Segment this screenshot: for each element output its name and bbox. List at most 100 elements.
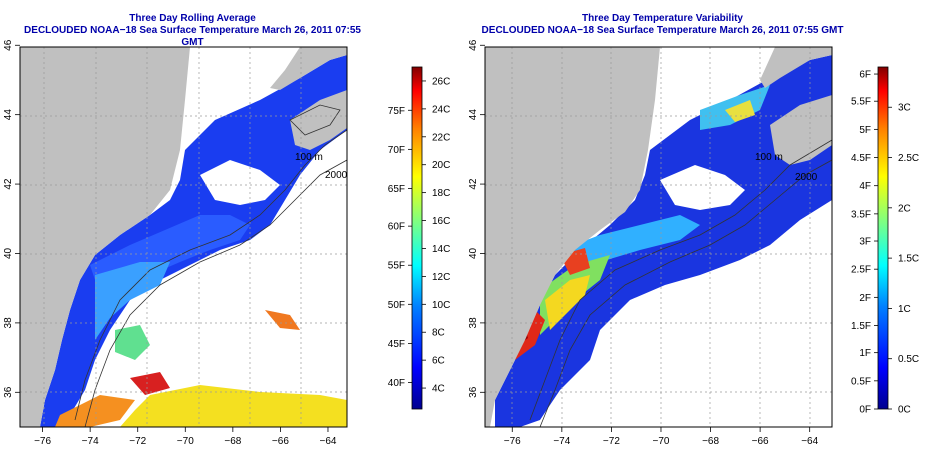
colorbar-celsius-label: 22C (432, 132, 450, 143)
y-tick-label: 38 (3, 317, 14, 329)
colorbar-celsius-label: 14C (432, 244, 450, 255)
y-tick-label: 40 (468, 247, 479, 259)
colorbar-fahrenheit-label: 70F (388, 145, 405, 156)
left-colorbar-ramp (411, 66, 423, 410)
colorbar-celsius-label: 10C (432, 300, 450, 311)
x-tick-label: −66 (752, 436, 769, 447)
x-tick-label: −72 (603, 436, 620, 447)
left-contour-shelf (74, 129, 347, 421)
colorbar-celsius-label: 1C (898, 304, 911, 315)
right-y-axis: 36 38 40 42 44 46 (468, 39, 485, 398)
right-map: 100 m 2000 −76 −74 −72 −70 −68 −66 −64 36 38 40 4… (468, 39, 833, 447)
x-tick-label: −70 (652, 436, 669, 447)
left-map-frame (19, 46, 348, 428)
right-colorbar: 3C 2.5C 2C 1.5C 1C 0.5C 0C 6F 5.5F 5F 4.5F 4F 3.5F 3… (851, 66, 919, 416)
right-contour-label-100m: 100 m (755, 152, 783, 163)
left-sst-yellow-patch (120, 385, 347, 427)
left-land-nova-scotia (270, 47, 347, 90)
colorbar-celsius-label: 18C (432, 188, 450, 199)
colorbar-fahrenheit-label: 4.5F (851, 153, 871, 164)
left-gulf-of-maine-nodata (200, 160, 280, 205)
left-map: 100 m 2000 −76 −74 −72 −70 −68 −66 −64 36 38 40 4… (3, 39, 348, 447)
x-tick-label: −64 (801, 436, 818, 447)
colorbar-celsius-label: 0C (898, 405, 911, 416)
colorbar-fahrenheit-label: 5.5F (851, 97, 871, 108)
colorbar-fahrenheit-label: 0.5F (851, 376, 871, 387)
colorbar-fahrenheit-label: 1.5F (851, 321, 871, 332)
colorbar-celsius-label: 16C (432, 216, 450, 227)
y-tick-label: 42 (3, 178, 14, 190)
left-y-axis: 36 38 40 42 44 46 (3, 39, 20, 398)
colorbar-celsius-label: 26C (432, 76, 450, 87)
colorbar-celsius-label: 24C (432, 104, 450, 115)
left-grid (20, 47, 347, 427)
right-land-nova-scotia (760, 47, 832, 88)
x-tick-label: −76 (504, 436, 521, 447)
y-tick-label: 36 (468, 386, 479, 398)
colorbar-fahrenheit-label: 65F (388, 184, 405, 195)
colorbar-fahrenheit-label: 0F (859, 405, 871, 416)
x-tick-label: −76 (34, 436, 51, 447)
colorbar-celsius-label: 4C (432, 384, 445, 395)
left-contour-gom (289, 104, 341, 136)
colorbar-fahrenheit-label: 3F (859, 237, 871, 248)
right-title-line2: DECLOUDED NOAA−18 Sea Surface Temperatur… (481, 25, 844, 36)
right-colorbar-fahrenheit-labels: 6F 5.5F 5F 4.5F 4F 3.5F 3F 2.5F 2F 1.5F 1F 0.5F 0F (851, 70, 878, 416)
left-colorbar-fahrenheit-labels: 75F 70F 65F 60F 55F 50F 45F 40F (388, 106, 412, 389)
right-var-yellow-ne (725, 100, 755, 122)
left-sst-orange-patch-2 (265, 310, 300, 330)
right-title-line1: Three Day Temperature Variability (582, 13, 743, 24)
y-tick-label: 42 (468, 178, 479, 190)
left-land-west (20, 47, 190, 427)
y-tick-label: 46 (3, 39, 14, 51)
left-colorbar: 26C 24C 22C 20C 18C 16C 14C 12C 10C 8C 6C 4C 75F 70F… (388, 66, 450, 410)
left-sst-red-patch (130, 372, 170, 395)
left-title-line2: DECLOUDED NOAA−18 Sea Surface Temperatur… (24, 25, 361, 48)
left-colorbar-celsius-labels: 26C 24C 22C 20C 18C 16C 14C 12C 10C 8C 6C 4C (422, 76, 450, 395)
left-sst-green-patch (115, 325, 150, 360)
colorbar-fahrenheit-label: 75F (388, 106, 405, 117)
x-tick-label: −68 (702, 436, 719, 447)
colorbar-fahrenheit-label: 45F (388, 339, 405, 350)
y-tick-label: 36 (3, 386, 14, 398)
x-tick-label: −74 (553, 436, 570, 447)
colorbar-celsius-label: 0.5C (898, 354, 919, 365)
colorbar-celsius-label: 8C (432, 328, 445, 339)
y-tick-label: 44 (3, 109, 14, 121)
colorbar-fahrenheit-label: 4F (859, 181, 871, 192)
x-tick-label: −74 (82, 436, 99, 447)
colorbar-fahrenheit-label: 2F (859, 293, 871, 304)
colorbar-fahrenheit-label: 6F (859, 70, 871, 81)
right-var-yellow-band (545, 275, 590, 330)
colorbar-celsius-label: 2.5C (898, 153, 919, 164)
right-contour-label-2000: 2000 (795, 172, 818, 183)
right-contour-slope (539, 159, 832, 427)
left-x-axis: −76 −74 −72 −70 −68 −66 −64 (34, 427, 337, 447)
left-contour-label-100m: 100 m (295, 152, 323, 163)
colorbar-celsius-label: 1.5C (898, 254, 919, 265)
x-tick-label: −64 (319, 436, 336, 447)
colorbar-celsius-label: 2C (898, 203, 911, 214)
right-gulf-nodata (660, 165, 745, 210)
right-colorbar-celsius-labels: 3C 2.5C 2C 1.5C 1C 0.5C 0C (888, 103, 919, 416)
colorbar-celsius-label: 12C (432, 272, 450, 283)
x-tick-label: −66 (272, 436, 289, 447)
colorbar-celsius-label: 6C (432, 356, 445, 367)
left-contour-slope (84, 159, 347, 427)
x-tick-label: −68 (224, 436, 241, 447)
right-panel-title: Three Day Temperature Variability DECLOU… (470, 13, 855, 37)
colorbar-fahrenheit-label: 40F (388, 378, 405, 389)
right-land-nova-scotia-2 (770, 95, 832, 165)
left-contour-label-2000: 2000 (325, 170, 348, 181)
x-tick-label: −70 (177, 436, 194, 447)
colorbar-fahrenheit-label: 1F (859, 348, 871, 359)
colorbar-fahrenheit-label: 3.5F (851, 209, 871, 220)
x-tick-label: −72 (129, 436, 146, 447)
colorbar-fahrenheit-label: 5F (859, 125, 871, 136)
left-land-nova-scotia-2 (290, 90, 347, 150)
y-tick-label: 40 (3, 247, 14, 259)
right-colorbar-ramp (877, 66, 889, 410)
colorbar-fahrenheit-label: 60F (388, 222, 405, 233)
y-tick-label: 38 (468, 317, 479, 329)
